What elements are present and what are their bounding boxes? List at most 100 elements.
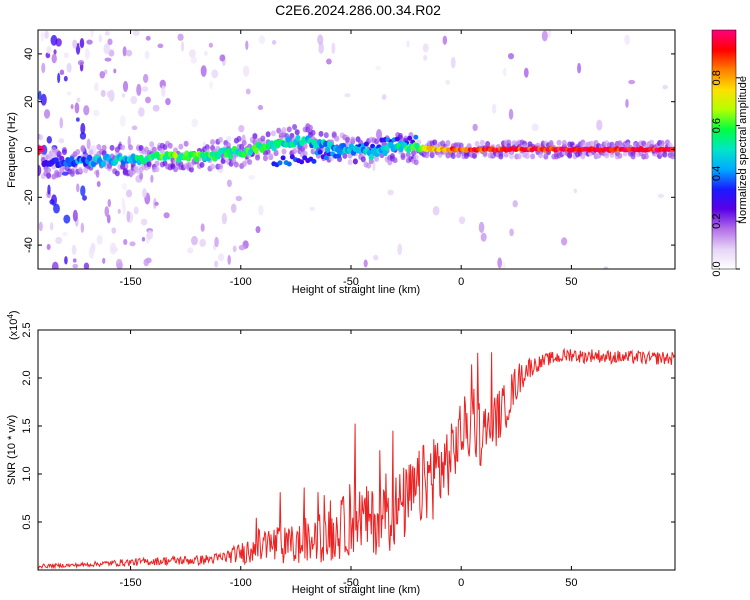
spectrogram-x-tick-label: -50 [343,276,359,288]
spectrogram-speckle [130,95,138,105]
snr-x-axis-label: Height of straight line (km) [292,584,420,596]
spectrogram-speckle [624,34,630,45]
spectrogram-halo [556,139,562,146]
spectrogram-halo [154,160,160,167]
spectrogram-speckle [38,164,42,177]
spectrogram-speckle [125,189,133,198]
spectrogram-speckle [55,236,63,245]
spectrogram-speckle [51,53,57,64]
spectrogram-speckle [161,85,166,97]
spectrogram-halo [56,150,62,157]
spectrogram-speckle [82,195,87,201]
spectrogram-speckle [80,185,86,197]
spectrogram-speckle [111,227,117,234]
spectrogram-halo [183,140,189,147]
snr-y-tick-label: 0.5 [21,514,33,529]
spectrogram-halo [96,144,102,151]
snr-series-line [38,347,675,570]
spectrogram-speckle [131,125,138,131]
spectrogram-speckle [208,42,214,48]
spectrogram-speckle [46,46,52,54]
spectrogram-halo [247,158,253,165]
spectrogram-speckle [531,123,539,132]
spectrogram-speckle [596,119,603,131]
spectrogram-ridge-point [380,144,386,152]
spectrogram-speckle [129,241,136,247]
spectrogram-speckle [122,204,127,215]
spectrogram-speckle [200,223,205,232]
spectrogram-halo [75,148,81,155]
spectrogram-halo [262,155,268,162]
spectrogram-halo [61,149,67,156]
spectrogram-speckle [45,154,49,160]
spectrogram-speckle [177,33,184,41]
spectrogram-halo [318,130,324,137]
spectrogram-y-axis-label: Frequency (Hz) [6,112,18,188]
spectrogram-halo [292,148,298,155]
spectrogram-speckle [142,73,149,83]
spectrogram-halo [109,144,115,151]
spectrogram-speckle [107,38,113,46]
snr-y-tick-label: 2.5 [21,322,33,337]
colorbar-tick-label: 0.0 [711,261,723,276]
spectrogram-speckle [242,65,250,77]
spectrogram-speckle [458,216,466,225]
spectrogram-speckle [79,132,87,140]
spectrogram-ridge-point [271,144,277,152]
spectrogram-speckle [95,169,100,178]
spectrogram-speckle [103,69,108,75]
spectrogram-speckle [502,261,506,269]
spectrogram-halo [151,146,157,153]
spectrogram-speckle [209,81,213,90]
spectrogram-speckle [46,243,51,250]
spectrogram-speckle [126,210,131,223]
spectrogram-speckle [181,41,185,52]
spectrogram-speckle [214,236,219,248]
spectrogram-speckle [104,206,110,217]
spectrogram-speckle [96,180,101,187]
spectrogram-y-ticks: -40 -20 0 20 40 [23,48,675,253]
spectrogram-speckle [44,30,49,39]
spectrogram-speckle [226,179,232,188]
spectrogram-speckle [248,174,255,180]
spectrogram-speckle [326,58,332,65]
spectrogram-halo [649,139,655,146]
spectrogram-speckle [77,60,85,66]
spectrogram-speckle [59,117,64,129]
spectrogram-x-ticks: -150 -100 -50 0 50 [120,30,578,288]
spectrogram-speckle [214,260,219,268]
spectrogram-speckle [200,65,207,77]
spectrogram-speckle [51,261,59,269]
spectrogram-speckle [238,244,246,251]
spectrogram-halo [392,157,398,164]
spectrogram-halo [503,151,509,158]
spectrogram-speckle [145,35,151,41]
spectrogram-speckle [66,91,72,96]
spectrogram-halo [561,139,567,146]
spectrogram-speckle [245,88,251,95]
spectrogram-branch [277,160,283,166]
spectrogram-speckle [107,199,112,208]
spectrogram-speckle [271,39,277,45]
spectrogram-speckle [75,117,80,122]
spectrogram-halo [225,142,231,149]
spectrogram-speckle [141,86,149,92]
spectrogram-speckle [59,69,65,76]
spectrogram-halo [46,167,52,174]
spectrogram-halo [471,152,477,159]
spectrogram-branch [394,136,400,142]
spectrogram-y-tick-label: 20 [23,96,35,108]
spectrogram-speckle [165,98,171,106]
colorbar-tick-label: 0.4 [711,166,723,181]
snr-x-ticks: -150 -100 -50 0 50 [120,330,578,589]
spectrogram-halo [667,142,673,149]
spectrogram-x-tick-label: -150 [120,276,142,288]
spectrogram-speckle [258,35,266,45]
spectrogram-x-tick-label: -100 [230,276,252,288]
spectrogram-speckle [63,52,70,59]
spectrogram-speckle [136,83,142,96]
spectrogram-halo [360,156,366,163]
spectrogram-halo [508,153,514,160]
spectrogram-speckle [628,79,636,85]
spectrogram-speckle [344,93,351,98]
